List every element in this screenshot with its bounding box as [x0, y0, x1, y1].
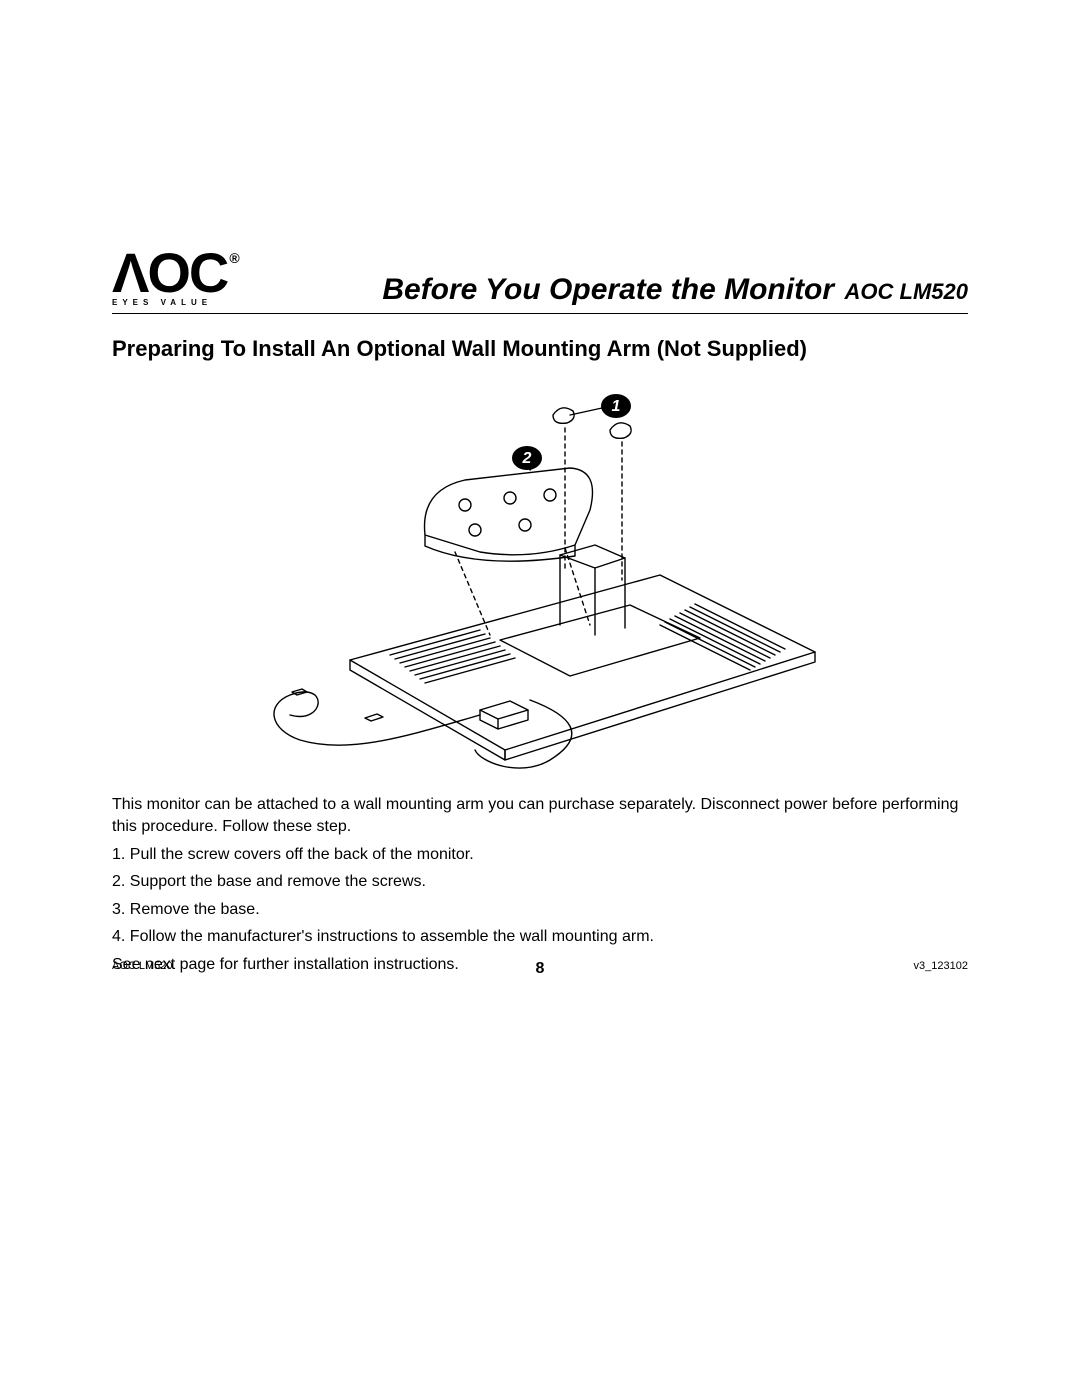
- header-row: ΛOC® EYES VALUE Before You Operate the M…: [112, 248, 968, 314]
- logo-wordmark: ΛOC®: [112, 248, 236, 298]
- logo-text: ΛOC: [112, 241, 227, 304]
- assembly-diagram: 1 2: [230, 380, 850, 780]
- registered-icon: ®: [229, 250, 237, 266]
- step-2: 2. Support the base and remove the screw…: [112, 871, 968, 893]
- step-1: 1. Pull the screw covers off the back of…: [112, 844, 968, 866]
- section-title: Preparing To Install An Optional Wall Mo…: [112, 336, 968, 362]
- intro-paragraph: This monitor can be attached to a wall m…: [112, 794, 968, 837]
- step-3: 3. Remove the base.: [112, 899, 968, 921]
- section-header-model: AOC LM520: [845, 279, 968, 304]
- page: ΛOC® EYES VALUE Before You Operate the M…: [0, 0, 1080, 1397]
- page-number: 8: [112, 960, 968, 978]
- footer-version: v3_123102: [914, 960, 968, 972]
- content-area: ΛOC® EYES VALUE Before You Operate the M…: [112, 248, 968, 976]
- step-4: 4. Follow the manufacturer's instruction…: [112, 926, 968, 948]
- header-title-line: Before You Operate the Monitor AOC LM520: [256, 273, 968, 307]
- section-header-title: Before You Operate the Monitor: [382, 273, 834, 306]
- callout-2-number: 2: [522, 450, 532, 467]
- brand-logo: ΛOC® EYES VALUE: [112, 248, 236, 307]
- callout-1-number: 1: [612, 398, 621, 415]
- diagram-callout-1: 1: [601, 394, 631, 418]
- diagram-callout-2: 2: [512, 446, 542, 470]
